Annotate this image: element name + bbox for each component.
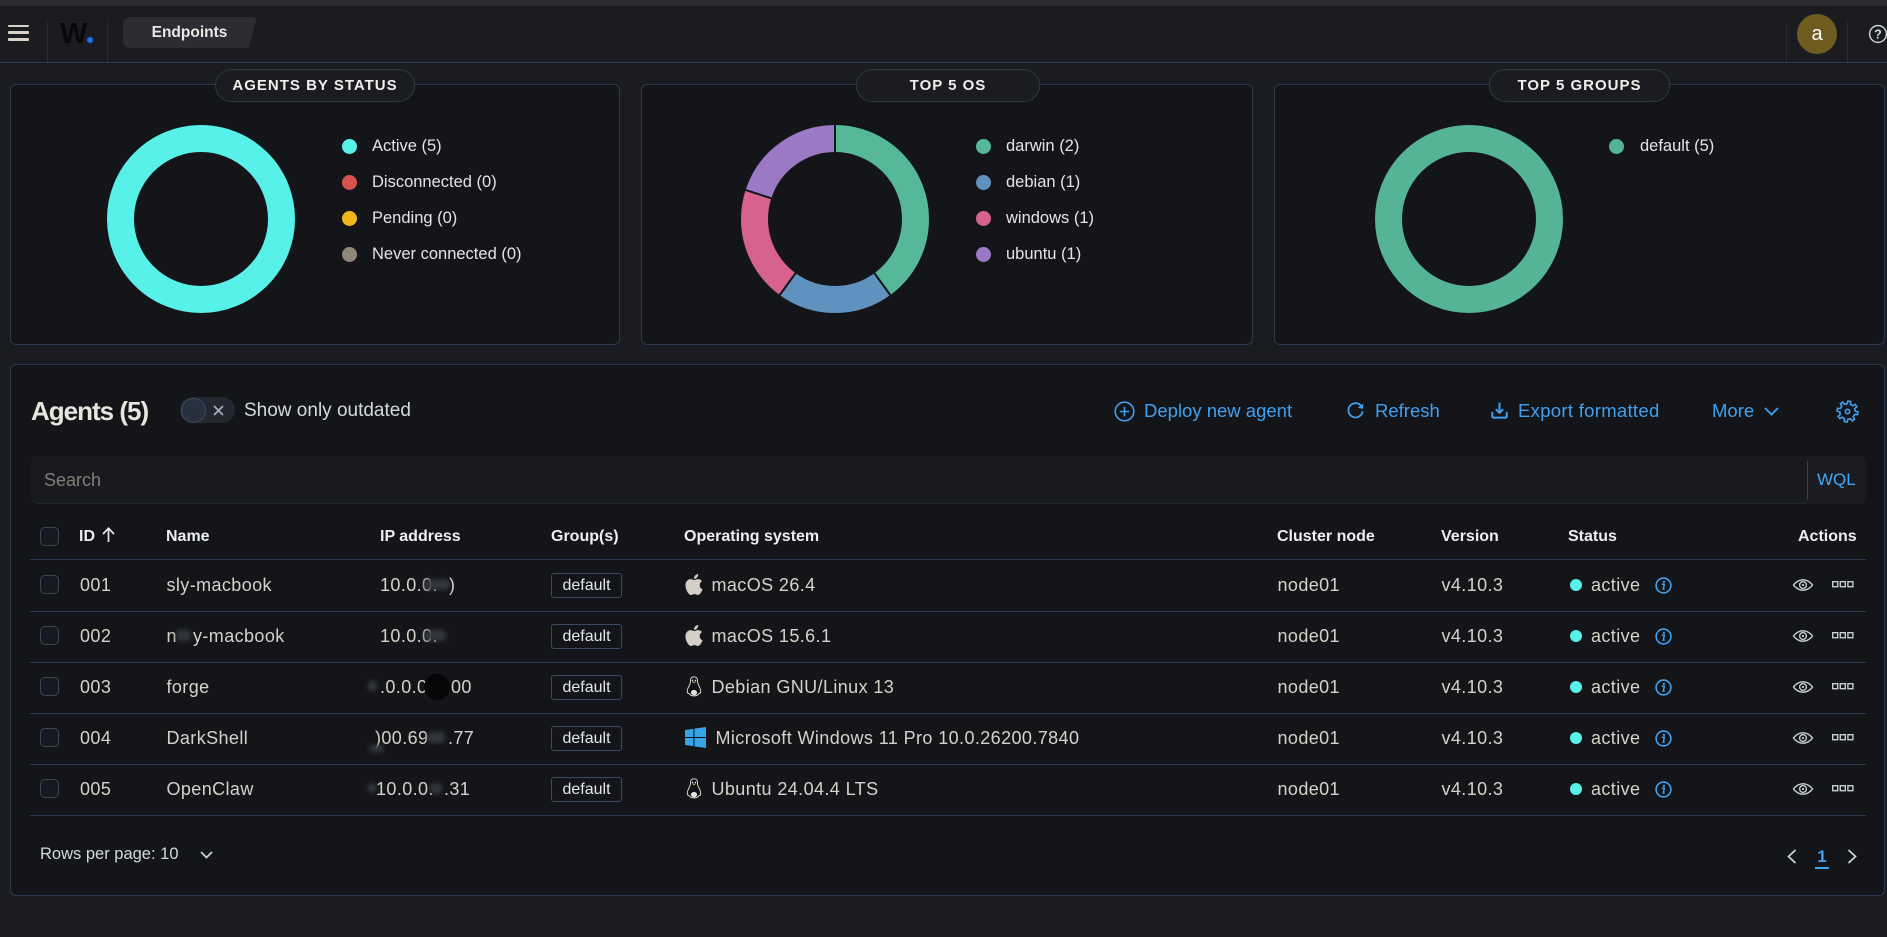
svg-text:?: ?	[1874, 27, 1882, 41]
